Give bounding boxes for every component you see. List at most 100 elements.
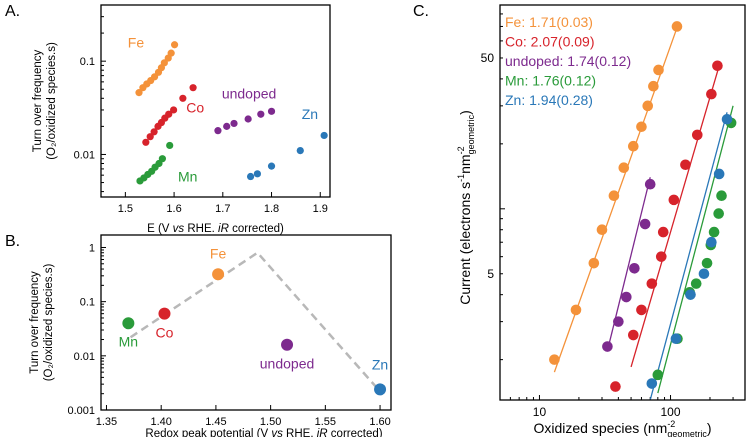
data-point-co bbox=[636, 304, 647, 316]
data-point-undoped bbox=[281, 338, 294, 351]
x-axis-label: Oxidized species (nm-2 geometric) bbox=[533, 419, 711, 437]
data-point-zn bbox=[670, 333, 682, 345]
data-point-co bbox=[146, 133, 154, 141]
data-point-fe bbox=[642, 100, 654, 112]
text-part: Oxidized species (nm bbox=[533, 420, 667, 436]
fit-line-co bbox=[630, 65, 720, 368]
text-part: vs bbox=[271, 428, 283, 437]
text-part: iR bbox=[218, 223, 229, 235]
data-point-zn bbox=[267, 162, 276, 170]
data-point-undoped bbox=[257, 110, 265, 118]
y-axis-label-line2: (O₂/oxidized species.s) bbox=[43, 264, 55, 382]
data-point-co bbox=[680, 159, 691, 171]
series-label-co: Co bbox=[156, 324, 174, 340]
data-point-undoped bbox=[230, 119, 238, 128]
x-tick-label: 1.5 bbox=[118, 203, 133, 215]
text-part: -2 bbox=[667, 419, 675, 429]
x-tick-label: 1.50 bbox=[260, 416, 281, 428]
data-point-fe bbox=[167, 49, 175, 57]
data-point-co bbox=[150, 128, 158, 136]
y-axis-label: Current (electrons s-1nm-2geometric) bbox=[456, 110, 476, 305]
data-point-zn bbox=[706, 236, 717, 248]
data-point-co bbox=[628, 329, 639, 341]
data-point-co bbox=[668, 194, 680, 206]
data-point-mn bbox=[713, 208, 724, 219]
x-tick-label: 1.9 bbox=[313, 203, 328, 215]
data-point-undoped bbox=[244, 115, 252, 123]
text-part: -2 bbox=[456, 146, 466, 154]
series-label-mn: Mn bbox=[178, 169, 197, 185]
data-point-co bbox=[189, 84, 197, 92]
trend-dashed-line bbox=[129, 251, 381, 393]
series-label-zn: Zn bbox=[302, 106, 318, 122]
x-tick-label: 100 bbox=[661, 405, 681, 419]
data-point-undoped bbox=[639, 218, 651, 230]
x-tick-label: 1.40 bbox=[150, 416, 171, 428]
series-label-co: Co bbox=[186, 100, 204, 116]
plot-frame-a bbox=[100, 4, 331, 198]
data-point-fe bbox=[588, 257, 600, 269]
data-point-fe bbox=[135, 89, 143, 97]
data-point-co bbox=[179, 94, 187, 102]
data-point-undoped bbox=[267, 107, 276, 115]
text-part: corrected) bbox=[328, 428, 383, 437]
x-tick-label: 1.8 bbox=[264, 203, 279, 215]
text-part: geometric bbox=[667, 429, 707, 437]
x-tick-label: 1.55 bbox=[315, 416, 336, 428]
data-point-co bbox=[158, 307, 171, 320]
data-point-fe bbox=[160, 59, 168, 67]
data-point-co bbox=[657, 226, 669, 238]
data-point-co bbox=[655, 251, 667, 262]
data-point-fe bbox=[596, 224, 608, 236]
text-part: geometric bbox=[466, 114, 476, 154]
x-tick-label: 1.6 bbox=[166, 203, 181, 215]
data-point-undoped bbox=[629, 263, 640, 274]
data-point-mn bbox=[708, 226, 720, 238]
x-tick-label: 1.60 bbox=[369, 416, 390, 428]
text-part: Current (electrons s bbox=[457, 182, 473, 305]
panel-label: A. bbox=[5, 3, 20, 20]
series-label-undoped: undoped bbox=[260, 356, 315, 372]
data-point-co bbox=[706, 88, 717, 100]
legend-entry-mn: Mn: 1.76(0.12) bbox=[505, 73, 596, 89]
x-axis-label: E (V vs RHE. iR corrected) bbox=[147, 223, 284, 235]
x-tick-label: 1.45 bbox=[205, 416, 226, 428]
data-point-undoped bbox=[214, 127, 222, 135]
data-point-undoped bbox=[602, 341, 613, 352]
series-label-fe: Fe bbox=[210, 246, 227, 262]
plot-frame-c bbox=[499, 4, 746, 401]
data-point-mn bbox=[158, 155, 166, 163]
data-point-undoped bbox=[613, 316, 624, 327]
data-point-fe bbox=[653, 64, 664, 76]
y-tick-label: 0.01 bbox=[74, 351, 95, 363]
data-point-undoped bbox=[223, 122, 231, 130]
data-point-fe bbox=[628, 140, 639, 152]
text-part: RHE. bbox=[283, 428, 317, 437]
panel-a: 1.5 1.6 1.7 1.8 1.9 0.01 0.1 E (V vs RHE. iR co… bbox=[32, 4, 328, 235]
x-tick-label: 10 bbox=[533, 405, 547, 419]
series-label-undoped: undoped bbox=[222, 85, 277, 101]
data-point-fe bbox=[618, 162, 630, 174]
data-point-co bbox=[142, 138, 150, 146]
data-point-co bbox=[691, 129, 703, 141]
data-point-fe bbox=[549, 354, 560, 365]
data-point-zn bbox=[374, 383, 387, 396]
plot-frame-b bbox=[100, 234, 392, 411]
data-point-fe bbox=[648, 80, 659, 92]
y-tick-label: 50 bbox=[481, 51, 495, 65]
data-point-mn bbox=[652, 369, 664, 381]
data-point-co bbox=[165, 110, 173, 118]
data-point-mn bbox=[701, 257, 713, 269]
text-part: ) bbox=[457, 110, 473, 115]
x-tick-label: 1.7 bbox=[215, 203, 230, 215]
data-point-undoped bbox=[621, 291, 632, 303]
panel-b: 1.35 1.40 1.45 1.50 1.55 1.60 0.001 0.01 0.1 1 Red… bbox=[29, 242, 391, 437]
data-point-fe bbox=[636, 121, 647, 133]
text-part: RHE. bbox=[184, 223, 218, 235]
text-part: nm bbox=[457, 154, 473, 173]
y-tick-label: 0.01 bbox=[74, 149, 95, 161]
y-axis-label-line1: Turn over frequency bbox=[32, 50, 44, 153]
text-part: iR bbox=[317, 428, 328, 437]
data-point-mn bbox=[122, 317, 135, 330]
